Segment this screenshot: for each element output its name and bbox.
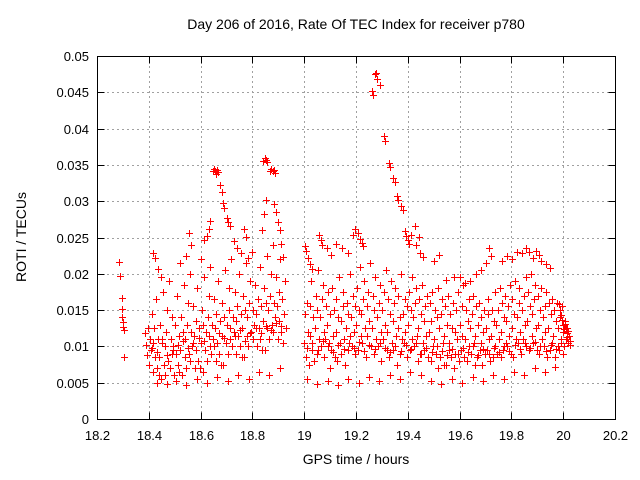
y-tick-label: 0.005 bbox=[56, 376, 89, 391]
y-tick-label: 0.01 bbox=[64, 339, 89, 354]
y-tick-label: 0.02 bbox=[64, 267, 89, 282]
y-tick-label: 0.035 bbox=[56, 158, 89, 173]
x-tick-label: 18.6 bbox=[189, 428, 214, 443]
x-tick-label: 19.6 bbox=[448, 428, 473, 443]
y-tick-label: 0.04 bbox=[64, 122, 89, 137]
y-tick-label: 0.015 bbox=[56, 303, 89, 318]
x-tick-label: 19.2 bbox=[344, 428, 369, 443]
x-axis-label: GPS time / hours bbox=[302, 451, 410, 467]
x-tick-label: 20 bbox=[556, 428, 570, 443]
y-tick-label: 0.025 bbox=[56, 231, 89, 246]
y-tick-label: 0.045 bbox=[56, 85, 89, 100]
x-tick-label: 19.8 bbox=[499, 428, 524, 443]
x-tick-label: 18.8 bbox=[240, 428, 265, 443]
y-tick-label: 0 bbox=[82, 412, 89, 427]
y-tick-label: 0.05 bbox=[64, 49, 89, 64]
x-tick-label: 20.2 bbox=[603, 428, 628, 443]
y-tick-label: 0.03 bbox=[64, 194, 89, 209]
plot-title: Day 206 of 2016, Rate Of TEC Index for r… bbox=[187, 16, 525, 32]
data-points-ROTI bbox=[116, 70, 574, 389]
x-tick-label: 19.4 bbox=[396, 428, 421, 443]
x-tick-label: 18.2 bbox=[85, 428, 110, 443]
x-tick-label: 19 bbox=[297, 428, 311, 443]
x-tick-label: 18.4 bbox=[137, 428, 162, 443]
